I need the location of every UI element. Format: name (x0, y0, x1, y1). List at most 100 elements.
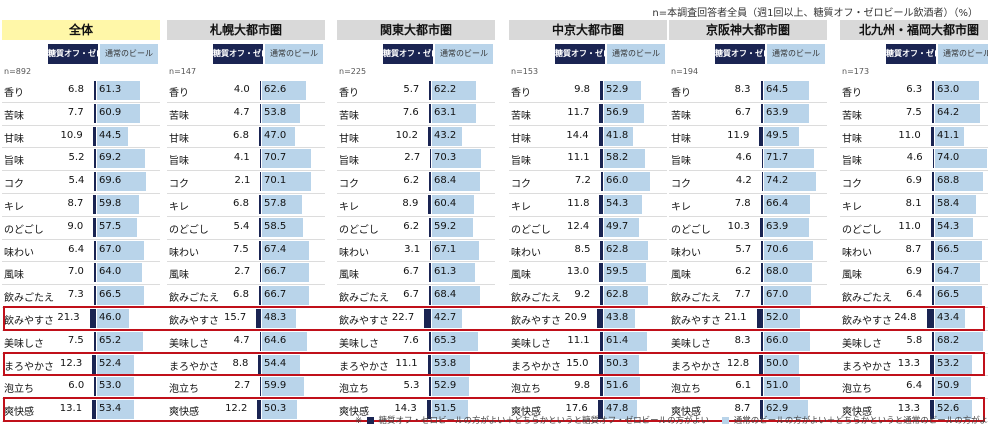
regular-value-label: 66.7 (264, 266, 287, 278)
row-label: 苦味 (671, 110, 691, 122)
zero-value-label: 7.8 (734, 198, 751, 209)
regular-value-label: 66.0 (606, 175, 629, 187)
zero-value-label: 6.4 (906, 289, 923, 301)
regular-bar (935, 149, 987, 169)
row-divider (669, 193, 827, 194)
sample-size: n=173 (842, 67, 870, 76)
row-label: まろやかさ (4, 361, 54, 373)
zero-column-header: 糖質オフ・ゼロ (48, 44, 98, 64)
zero-bar (260, 377, 261, 397)
zero-bar (598, 354, 603, 374)
regular-bar (97, 81, 140, 100)
regular-value-label: 61.3 (434, 266, 457, 278)
regular-bar (432, 263, 475, 283)
row-label: 旨味 (4, 156, 24, 168)
zero-bar (931, 240, 934, 260)
regular-bar (262, 195, 303, 214)
zero-column-header: 糖質オフ・ゼロ (213, 44, 263, 64)
regular-value-label: 68.0 (766, 266, 789, 278)
zero-value-label: 4.1 (233, 152, 250, 164)
row-label: 美味しさ (671, 338, 711, 350)
regular-bar (97, 172, 146, 192)
zero-value-label: 5.7 (403, 84, 420, 95)
row-divider (337, 261, 495, 263)
row-label: 風味 (339, 270, 359, 282)
row-label: キレ (4, 202, 24, 213)
regular-value-label: 54.3 (937, 220, 960, 232)
zero-value-label: 8.1 (905, 198, 922, 209)
zero-value-label: 10.9 (60, 129, 83, 141)
regular-value-label: 66.4 (766, 198, 789, 209)
zero-value-label: 9.8 (574, 84, 591, 95)
regular-bar (604, 286, 648, 306)
regular-value-label: 52.0 (766, 312, 789, 323)
zero-bar (92, 126, 96, 146)
zero-value-label: 6.2 (403, 220, 420, 232)
zero-bar (599, 331, 603, 351)
regular-bar (764, 195, 811, 214)
zero-bar (930, 354, 934, 374)
row-divider (167, 147, 325, 149)
zero-bar (93, 195, 96, 214)
row-label: 飲みごたえ (169, 293, 219, 305)
row-label: コク (671, 179, 691, 191)
zero-bar (429, 172, 431, 192)
zero-bar (260, 172, 261, 192)
row-label: 風味 (169, 270, 189, 282)
regular-value-label: 56.9 (606, 106, 629, 118)
regular-bar (935, 400, 972, 420)
zero-bar (428, 103, 431, 123)
row-label: 爽快感 (169, 407, 199, 419)
regular-value-label: 69.2 (99, 152, 122, 164)
regular-bar (432, 377, 470, 397)
regular-bar (97, 377, 135, 397)
zero-bar (600, 377, 603, 397)
regular-value-label: 51.0 (766, 380, 789, 392)
regular-bar (262, 172, 312, 192)
zero-bar (258, 240, 261, 260)
row-divider (840, 193, 988, 194)
regular-value-label: 64.7 (937, 266, 960, 278)
regular-column-header: 通常のビール (767, 44, 825, 64)
regular-bar (432, 195, 475, 214)
row-divider (337, 101, 495, 103)
zero-bar (257, 400, 261, 420)
zero-value-label: 13.3 (897, 357, 920, 369)
row-label: のどごし (4, 224, 44, 236)
zero-bar (428, 263, 431, 283)
zero-bar (600, 240, 603, 260)
zero-value-label: 12.4 (567, 220, 590, 232)
regular-bar (604, 195, 642, 214)
regular-bar (604, 126, 634, 146)
zero-value-label: 15.7 (224, 312, 247, 323)
zero-value-label: 11.1 (567, 152, 590, 164)
row-divider (840, 284, 988, 286)
row-label: 味わい (339, 247, 369, 259)
regular-bar (604, 81, 642, 100)
zero-value-label: 2.7 (404, 152, 421, 164)
row-label: キレ (511, 202, 531, 213)
zero-bar (931, 263, 934, 283)
zero-bar (424, 309, 431, 328)
sample-size: n=892 (4, 67, 32, 76)
regular-value-label: 62.6 (264, 84, 287, 95)
row-label: 風味 (511, 270, 531, 282)
row-divider (509, 215, 667, 217)
zero-bar (92, 354, 96, 374)
regular-value-label: 52.6 (937, 403, 960, 415)
row-label: 飲みごたえ (4, 293, 54, 305)
zero-value-label: 3.1 (404, 243, 421, 255)
regular-bar (97, 126, 129, 146)
regular-value-label: 66.5 (937, 243, 960, 255)
highlight-box (3, 306, 985, 331)
row-label: 甘味 (169, 133, 189, 145)
zero-legend-text: 糖質オフ・ゼロビールの方がよい＋どちらかというと糖質オフ・ゼロビールの方がよい (378, 416, 710, 426)
zero-value-label: 5.4 (233, 220, 250, 232)
regular-value-label: 69.6 (99, 175, 122, 187)
regular-bar (97, 263, 142, 283)
row-divider (509, 101, 667, 103)
regular-bar (432, 331, 478, 351)
regular-value-label: 67.4 (264, 243, 287, 255)
regular-bar (97, 286, 144, 306)
